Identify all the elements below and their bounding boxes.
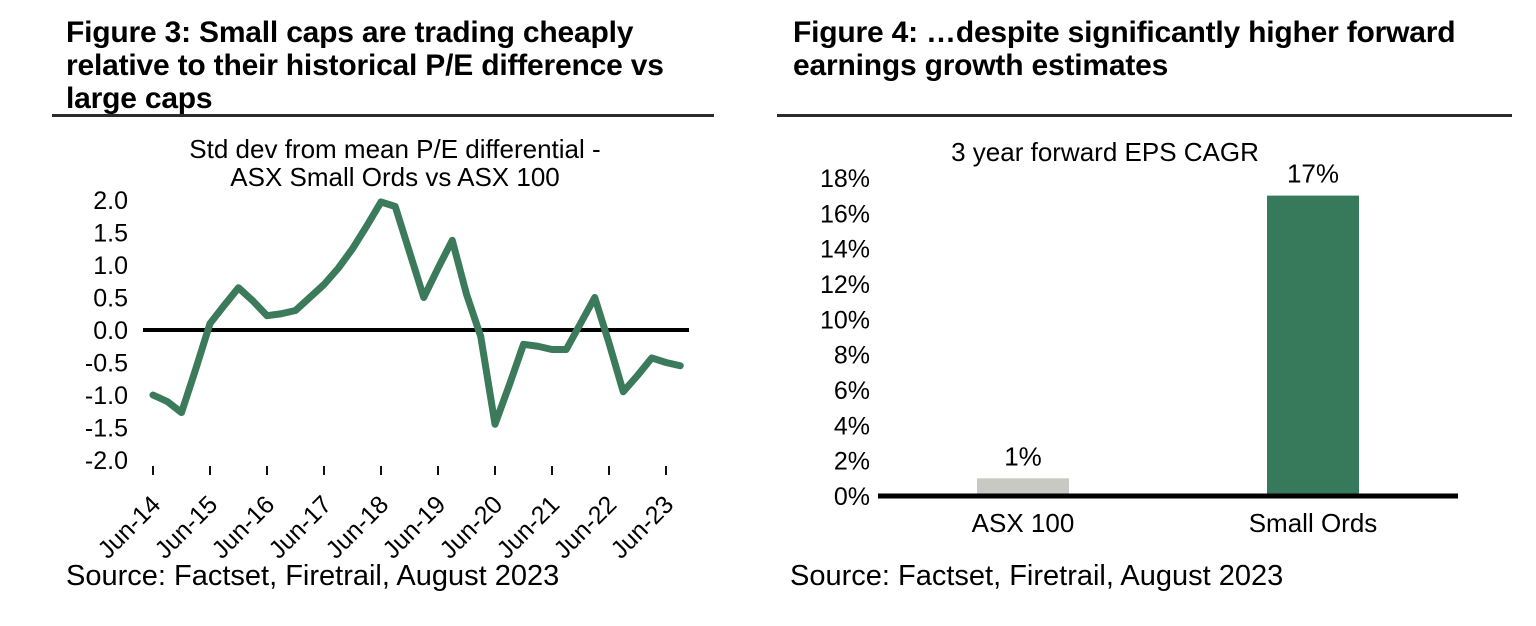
x-axis-label: Jun-19	[377, 490, 451, 564]
figure3-source: Source: Factset, Firetrail, August 2023	[66, 560, 560, 592]
x-axis-label: Jun-21	[491, 490, 565, 564]
y-axis-label: 18%	[820, 165, 870, 193]
chart-title-line: ASX Small Ords vs ASX 100	[230, 162, 559, 192]
y-axis-label: 6%	[834, 377, 870, 405]
y-axis-label: 2%	[834, 448, 870, 476]
y-axis-label: -1.0	[85, 382, 128, 410]
y-axis-label: 14%	[820, 236, 870, 264]
bar-asx-100	[977, 478, 1069, 496]
y-axis-label: 1.5	[93, 220, 128, 248]
y-axis-label: 12%	[820, 271, 870, 299]
x-category-label: ASX 100	[972, 508, 1075, 538]
y-axis-label: 16%	[820, 200, 870, 228]
figure3-title-line3: large caps	[66, 82, 213, 115]
bar-small-ords	[1267, 195, 1359, 497]
x-axis-label: Jun-17	[263, 490, 337, 564]
bar-chart-figure4: 3 year forward EPS CAGR 0% 2% 4% 6% 8% 10% 12% 1…	[820, 137, 1458, 538]
figure3-title: Figure 3: Small caps are trading cheaply…	[66, 16, 664, 115]
figure4-title-line2: earnings growth estimates	[793, 49, 1169, 82]
y-axis-label: 2.0	[93, 187, 128, 215]
figure4-title: Figure 4: …despite significantly higher …	[793, 16, 1456, 82]
y-axis-label: 0.0	[93, 317, 128, 345]
y-axis-label: -2.0	[85, 447, 128, 475]
line-chart-figure3: Std dev from mean P/E differential -ASX …	[85, 134, 689, 564]
std-dev-line-series	[149, 198, 684, 428]
figure3-title-line2: relative to their historical P/E differe…	[66, 49, 664, 82]
y-axis-label: 8%	[834, 342, 870, 370]
x-axis-label: Jun-22	[548, 490, 622, 564]
chart-title-line: Std dev from mean P/E differential -	[189, 134, 600, 164]
y-axis-label: 0.5	[93, 285, 128, 313]
chart-title: 3 year forward EPS CAGR	[951, 137, 1259, 167]
bar-value-label: 1%	[1004, 441, 1042, 471]
figure3-title-rule	[52, 114, 714, 117]
y-axis-label: -1.5	[85, 415, 128, 443]
y-axis-label: 4%	[834, 412, 870, 440]
x-category-label: Small Ords	[1249, 508, 1378, 538]
figure3-title-line1: Figure 3: Small caps are trading cheaply	[66, 16, 634, 49]
x-axis-label: Jun-15	[149, 490, 223, 564]
figure4-title-line1: Figure 4: …despite significantly higher …	[793, 16, 1456, 49]
bar-value-label: 17%	[1287, 159, 1339, 189]
x-axis-label: Jun-20	[434, 490, 508, 564]
y-axis-label: -0.5	[85, 350, 128, 378]
x-axis-label: Jun-23	[605, 490, 679, 564]
y-axis-label: 10%	[820, 306, 870, 334]
figure4-source: Source: Factset, Firetrail, August 2023	[790, 560, 1284, 592]
y-axis-label: 0%	[834, 483, 870, 511]
figure4-title-rule	[777, 114, 1512, 117]
x-axis-label: Jun-14	[92, 490, 166, 564]
x-axis-label: Jun-18	[320, 490, 394, 564]
x-axis-label: Jun-16	[206, 490, 280, 564]
y-axis-label: 1.0	[93, 252, 128, 280]
